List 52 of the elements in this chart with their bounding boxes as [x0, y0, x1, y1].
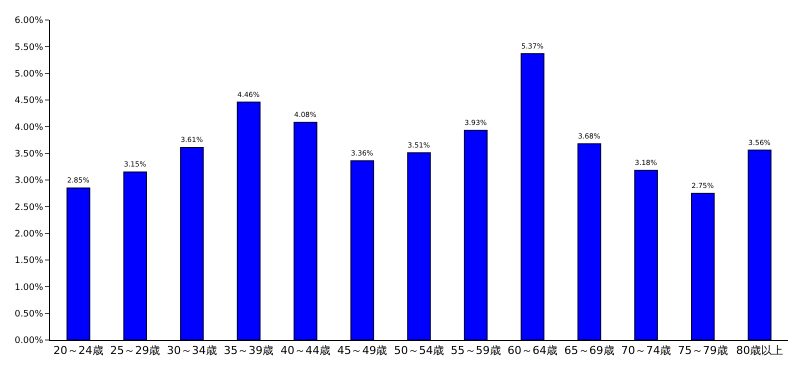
x-tick-label: 75～79歳	[678, 344, 728, 358]
x-tick-label: 30～34歳	[166, 344, 217, 358]
y-tick-label: 0.50%	[14, 309, 44, 320]
data-label: 5.37%	[521, 41, 544, 50]
data-label: 3.18%	[634, 158, 658, 168]
data-label: 3.56%	[748, 138, 771, 147]
y-tick-label: 0.00%	[14, 336, 44, 346]
bar	[294, 122, 318, 340]
y-tick-label: 3.00%	[14, 176, 44, 186]
y-tick-label: 4.00%	[14, 122, 44, 133]
y-tick-label: 5.50%	[14, 42, 44, 53]
y-tick-label: 4.50%	[14, 96, 44, 106]
y-tick-label: 2.50%	[14, 202, 44, 213]
data-label: 3.68%	[578, 131, 601, 140]
y-tick-label: 1.50%	[14, 256, 44, 266]
y-tick-label: 5.00%	[14, 69, 44, 80]
bar	[66, 188, 90, 340]
y-tick-label: 3.50%	[14, 149, 44, 160]
data-label: 4.46%	[237, 90, 260, 99]
bar	[577, 143, 602, 340]
x-tick-label: 70～74歳	[621, 344, 672, 358]
bar	[464, 130, 488, 340]
x-tick-label: 60～64歳	[508, 344, 558, 358]
data-label: 2.75%	[692, 180, 714, 190]
bar	[180, 146, 204, 340]
bar	[748, 150, 772, 340]
y-tick-label: 2.00%	[14, 229, 44, 240]
data-label: 3.51%	[408, 140, 430, 150]
bar	[690, 192, 715, 340]
data-label: 3.93%	[464, 118, 488, 128]
data-label: 3.15%	[124, 160, 146, 169]
bar	[236, 102, 261, 340]
bar	[407, 152, 431, 340]
y-tick-label: 1.00%	[14, 282, 44, 293]
data-label: 4.08%	[294, 110, 317, 120]
x-tick-label: 50～54歳	[394, 344, 444, 358]
x-tick-label: 55～59歳	[450, 344, 501, 358]
data-label: 2.85%	[67, 176, 90, 185]
x-tick-label: 35～39歳	[224, 344, 274, 358]
x-tick-label: 25～29歳	[110, 344, 160, 358]
x-tick-label: 45～49歳	[337, 344, 388, 358]
bar	[520, 53, 544, 340]
x-tick-label: 80歳以上	[736, 344, 784, 358]
y-tick-label: 6.00%	[14, 16, 44, 26]
data-label: 3.61%	[180, 135, 204, 144]
bar	[634, 170, 658, 340]
bar	[123, 172, 148, 340]
x-tick-label: 65～69歳	[564, 344, 614, 358]
x-tick-label: 40～44歳	[280, 344, 330, 358]
bar	[350, 160, 374, 340]
x-tick-label: 20～24歳	[53, 344, 104, 358]
data-label: 3.36%	[350, 148, 374, 158]
